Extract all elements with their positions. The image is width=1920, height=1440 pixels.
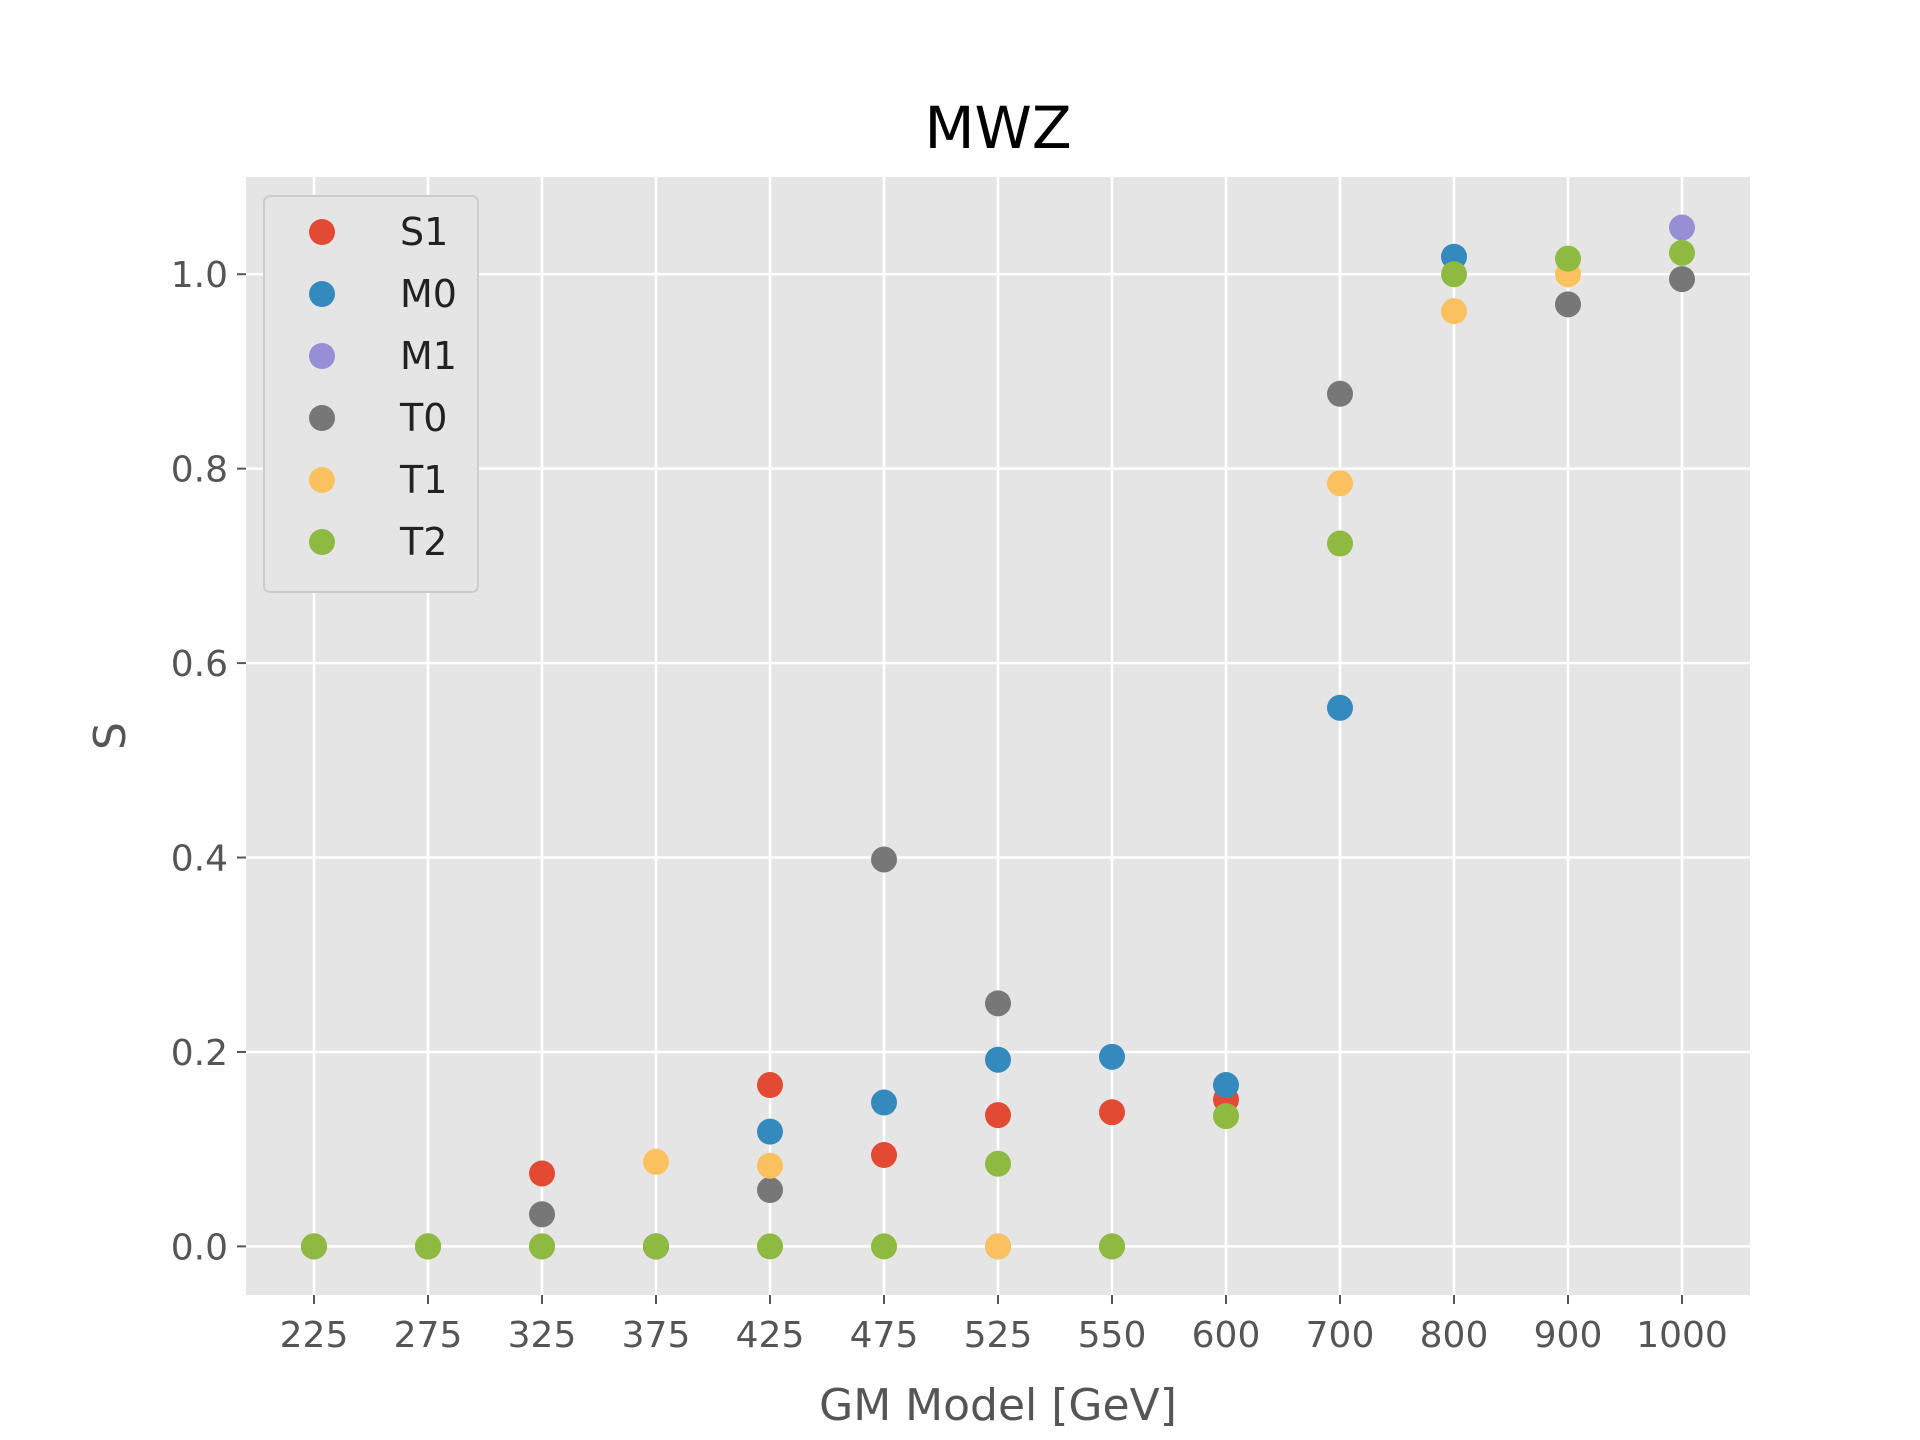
data-point [1327,530,1353,557]
legend-label: M1 [400,334,457,378]
legend: S1 M0 M1 T0 T1 T2 [263,195,479,593]
data-point [643,1233,669,1260]
y-tick-label: 0.4 [171,839,228,880]
data-point [871,1233,897,1260]
y-tick-label: 1.0 [171,255,228,296]
data-point [871,846,897,873]
legend-label: M0 [400,272,457,316]
data-point [529,1160,555,1187]
x-tick-label: 425 [736,1315,805,1356]
data-point [985,1150,1011,1177]
y-tick-label: 0.0 [171,1227,228,1268]
x-tick-label: 600 [1192,1315,1261,1356]
data-point [529,1233,555,1260]
data-point [985,1046,1011,1073]
x-tick-label: 275 [394,1315,463,1356]
data-point [1669,214,1695,241]
x-tick-label: 550 [1078,1315,1147,1356]
legend-marker [309,529,335,555]
x-tick-label: 475 [850,1315,919,1356]
data-points [301,214,1695,1260]
legend-label: T2 [399,520,447,564]
data-point [757,1118,783,1145]
y-tick-label: 0.2 [171,1033,228,1074]
data-point [757,1233,783,1260]
data-point [757,1177,783,1204]
data-point [301,1233,327,1260]
data-point [1099,1233,1125,1260]
x-axis-label: GM Model [GeV] [819,1380,1177,1431]
x-tick-label: 225 [280,1315,349,1356]
data-point [757,1152,783,1179]
x-tick-label: 325 [508,1315,577,1356]
data-point [1213,1103,1239,1130]
x-tick-label: 525 [964,1315,1033,1356]
y-axis-label: S [85,722,136,750]
data-point [1327,694,1353,721]
y-tick-label: 0.6 [171,644,228,685]
legend-marker [309,281,335,307]
data-point [1669,266,1695,293]
data-point [1669,239,1695,266]
legend-marker [309,405,335,431]
data-point [985,1102,1011,1129]
legend-marker [309,467,335,493]
data-point [643,1148,669,1175]
x-tick-label: 700 [1306,1315,1375,1356]
data-point [1099,1043,1125,1070]
series-t2 [301,239,1695,1260]
data-point [1555,245,1581,272]
x-tick-label: 375 [622,1315,691,1356]
data-point [985,1233,1011,1260]
x-tick-label: 800 [1420,1315,1489,1356]
data-point [1099,1099,1125,1126]
data-point [871,1142,897,1169]
data-point [985,990,1011,1017]
legend-label: T0 [399,396,447,440]
data-point [1327,470,1353,497]
x-tick-label: 900 [1534,1315,1603,1356]
data-point [1441,298,1467,325]
data-point [1441,261,1467,288]
legend-label: T1 [399,458,447,502]
x-tick-label: 1000 [1636,1315,1728,1356]
data-point [1555,291,1581,318]
data-point [1327,380,1353,407]
y-tick-label: 0.8 [171,450,228,491]
data-point [415,1233,441,1260]
x-ticks: 225 275 325 375 425 475 525 550 600 700 800 900 1000 [280,1295,1728,1356]
legend-marker [309,343,335,369]
data-point [1213,1072,1239,1099]
chart-title: MWZ [924,94,1071,162]
y-ticks: 0.0 0.2 0.4 0.6 0.8 1.0 [171,255,246,1268]
data-point [757,1072,783,1099]
legend-label: S1 [400,210,448,254]
legend-marker [309,219,335,245]
data-point [871,1089,897,1116]
data-point [529,1201,555,1228]
